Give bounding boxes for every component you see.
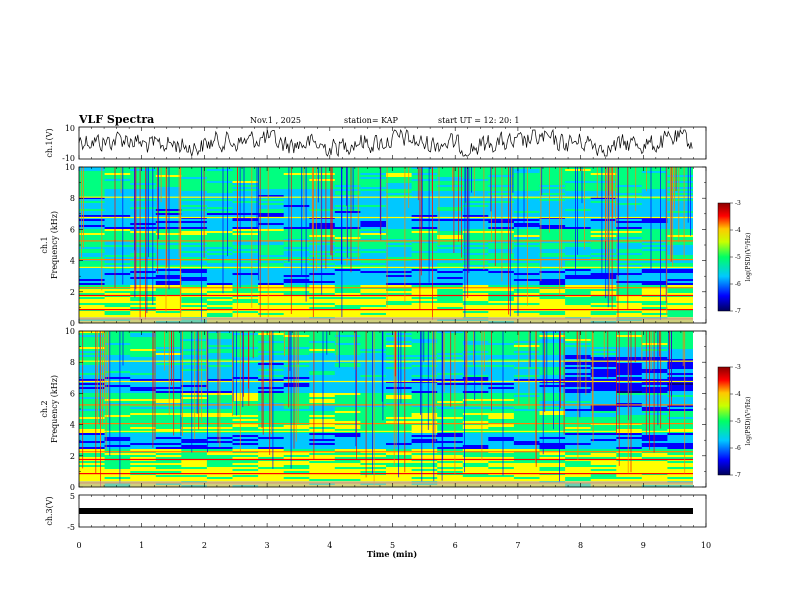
ytick-label: 0 — [70, 319, 75, 328]
xtick-label: 2 — [202, 541, 207, 550]
ch2-spectrogram-image — [79, 331, 706, 488]
xaxis-label: Time (min) — [367, 549, 417, 559]
xtick-label: 10 — [701, 541, 711, 550]
start-time-label: start UT = 12: 20: 1 — [438, 116, 519, 125]
ch1-colorbar-label: log(PSD)(V²/Hz) — [745, 233, 752, 282]
xtick-label: 3 — [265, 541, 270, 550]
ch2-colorbar-label: log(PSD)(V²/Hz) — [745, 397, 752, 446]
xtick-label: 5 — [390, 541, 395, 550]
ch2-spec-ylabel-channel: ch.2 — [40, 400, 49, 417]
colorbar-tick-label: -4 — [735, 227, 741, 234]
ch3-ytick-bottom: -5 — [67, 523, 75, 532]
colorbar-tick-label: -6 — [735, 281, 741, 288]
ch1-spectrogram-panel: 0 2 4 6 8 10 ch.1 Frequency (kHz) — [40, 163, 707, 328]
ch1-waveform-panel: 10 -10 ch.1(V) — [45, 124, 707, 163]
colorbar-tick-label: -5 — [735, 418, 741, 425]
ch2-spec-ylabel-freq: Frequency (kHz) — [50, 375, 59, 443]
colorbar-tick-label: -7 — [735, 308, 741, 315]
xtick-label: 4 — [327, 541, 332, 550]
ytick-label: 0 — [70, 483, 75, 492]
ytick-label: 10 — [65, 163, 75, 172]
ytick-label: 2 — [70, 452, 75, 461]
ch1-ytick-bottom: -10 — [62, 154, 75, 163]
ch1-spec-ylabel-channel: ch.1 — [40, 236, 49, 253]
xtick-label: 0 — [76, 541, 81, 550]
colorbar-tick-label: -3 — [735, 200, 741, 207]
ch1-ytick-top: 10 — [65, 124, 75, 133]
xtick-label: 1 — [139, 541, 144, 550]
ch2-colorbar: -3 -4 -5 -6 -7 log(PSD)(V²/Hz) — [717, 364, 752, 479]
colorbar-tick-label: -7 — [735, 472, 741, 479]
colorbar-tick-label: -6 — [735, 445, 741, 452]
ytick-label: 10 — [65, 327, 75, 336]
colorbar-tick-label: -5 — [735, 254, 741, 261]
ch3-trace-panel: 5 -5 ch.3(V) — [45, 492, 707, 532]
colorbar-tick-label: -4 — [735, 391, 741, 398]
xtick-label: 7 — [515, 541, 520, 550]
ytick-label: 8 — [70, 358, 75, 367]
ch1-spec-ylabel-freq: Frequency (kHz) — [50, 211, 59, 279]
ch1-ylabel: ch.1(V) — [45, 128, 54, 157]
ytick-label: 2 — [70, 288, 75, 297]
station-label: station= KAP — [344, 116, 399, 125]
time-axis: 0 1 2 3 4 5 6 7 8 9 10 — [76, 127, 711, 550]
ch3-trace-line — [79, 508, 693, 514]
ytick-label: 4 — [70, 421, 75, 430]
ytick-label: 6 — [70, 389, 75, 398]
ch3-ytick-top: 5 — [70, 492, 75, 501]
ch1-waveform-line — [78, 128, 693, 158]
xtick-label: 6 — [453, 541, 458, 550]
xtick-label: 9 — [641, 541, 646, 550]
ch2-spectrogram-panel: 0 2 4 6 8 10 ch.2 Frequency (kHz) — [40, 327, 707, 492]
figure-title: VLF Spectra — [78, 113, 154, 126]
ch3-ylabel: ch.3(V) — [45, 496, 54, 525]
ytick-label: 8 — [70, 194, 75, 203]
date-label: Nov.1 , 2025 — [250, 116, 301, 125]
xtick-label: 8 — [578, 541, 583, 550]
ytick-label: 4 — [70, 257, 75, 266]
ytick-label: 6 — [70, 225, 75, 234]
colorbar-tick-label: -3 — [735, 364, 741, 371]
ch1-colorbar: -3 -4 -5 -6 -7 log(PSD)(V²/Hz) — [717, 200, 752, 315]
ch1-spectrogram-image — [79, 167, 706, 324]
